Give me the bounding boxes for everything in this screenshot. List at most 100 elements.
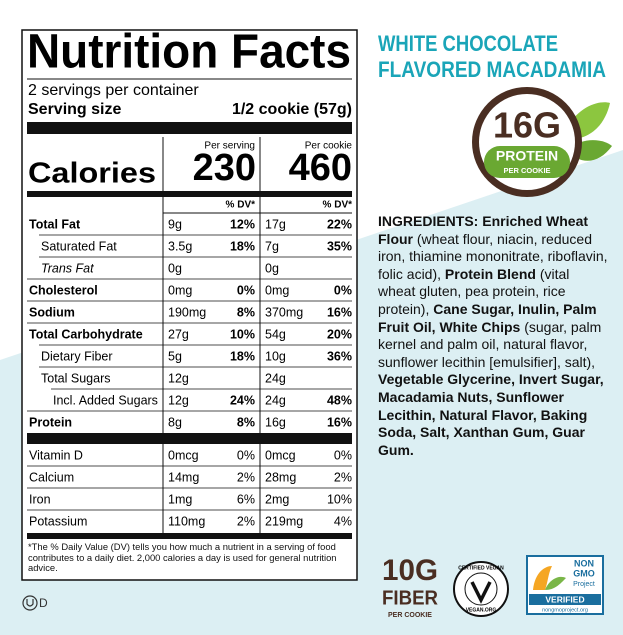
daily-value: 0% [334,448,352,462]
amount: 1mg [168,492,192,506]
vegan-badge [453,561,509,617]
nutrient-name: Total Sugars [41,371,110,385]
amount: 9g [168,217,182,231]
daily-value: 10% [230,327,255,341]
fiber-amount: 10G [382,554,438,587]
amount: 16g [265,415,286,429]
nutrient-name: Iron [29,492,51,506]
daily-value: 16% [327,305,352,319]
nutrient-name: Incl. Added Sugars [53,393,158,407]
amount: 8g [168,415,182,429]
nutrient-name: Cholesterol [29,283,98,297]
non-gmo-leaf [545,576,566,590]
amount: 7g [265,239,279,253]
daily-value: 16% [327,415,352,429]
daily-value: 20% [327,327,352,341]
non-gmo-verified: VERIFIED [545,594,584,604]
amount: 10g [265,349,286,363]
amount: 5g [168,349,182,363]
column-header: Per serving [204,141,255,152]
amount: 0mg [168,283,192,297]
vegan-top: CERTIFIED VEGAN [458,565,504,571]
daily-value: 6% [237,492,255,506]
fiber-sub: PER COOKIE [388,612,432,619]
amount: 219mg [265,514,303,528]
daily-value: 8% [237,415,255,429]
daily-value: 18% [230,239,255,253]
nutrient-rows: Total Fat 9g 12% 17g 22% Saturated Fat 3.5g 18%… [27,217,352,528]
ingredient-text: (sugar, palm kernel and palm oil, natura… [378,318,602,370]
vegan-bottom: VEGAN.ORG [466,607,497,613]
amount: 27g [168,327,189,341]
column-header: Per cookie [305,141,353,152]
daily-value: 18% [230,349,255,363]
daily-value: 10% [327,492,352,506]
dv-header: % DV* [323,200,353,211]
ingredient-text: Cane Sugar, Inulin, Palm Fruit Oil, Whit… [378,300,597,335]
amount: 28mg [265,470,296,484]
ingredient-text: INGREDIENTS: Enriched Wheat Flour [378,213,589,247]
nutrient-name: Total Carbohydrate [29,327,143,341]
nutrient-name: Saturated Fat [41,239,117,253]
serving-size: 1/2 cookie (57g) [232,101,352,118]
footnote: *The % Daily Value (DV) tells you how mu… [28,541,337,574]
calories-label: Calories [28,158,156,190]
protein-sub: PER COOKIE [503,166,550,175]
amount: 0g [265,261,279,275]
daily-value: 4% [334,514,352,528]
nutrient-name: Protein [29,415,72,429]
thick-bar [27,122,352,134]
fiber-label: FIBER [382,587,439,609]
daily-value: 24% [230,393,255,407]
non-gmo-title: GMO [573,568,595,578]
amount: 0mcg [168,448,199,462]
protein-label-bg [484,146,570,178]
daily-value: 2% [237,470,255,484]
amount: 0mg [265,283,289,297]
non-gmo-bar [529,594,601,605]
daily-value: 36% [327,349,352,363]
amount: 24g [265,393,286,407]
kosher-u [26,599,34,607]
serving-size-label: Serving size [28,101,121,118]
amount: 14mg [168,470,199,484]
amount: 17g [265,217,286,231]
daily-value: 0% [237,448,255,462]
non-gmo-butterfly [533,566,552,590]
medium-bar [27,191,352,197]
amount: 190mg [168,305,206,319]
ingredient-text: (wheat flour, niacin, reduced iron, thia… [378,230,608,282]
daily-value: 2% [334,470,352,484]
amount: 3.5g [168,239,192,253]
nutrient-name: Potassium [29,514,87,528]
nutrient-name: Total Fat [29,217,81,231]
amount: 110mg [168,514,205,528]
non-gmo-title: NON [574,558,594,568]
amount: 54g [265,327,286,341]
servings: 2 servings per container [28,82,199,99]
non-gmo-title: Project [573,581,595,588]
thick-bar [27,433,352,444]
non-gmo-url: nongmoproject.org [542,607,588,613]
daily-value: 0% [334,283,352,297]
medium-bar [27,533,352,539]
amount: 370mg [265,305,303,319]
vegan-ring [464,572,498,606]
calories-value: 460 [289,147,352,189]
nutrient-name: Dietary Fiber [41,349,113,363]
ingredient-text: Protein Blend [444,265,536,282]
ingredient-text: Vegetable Glycerine, Invert Sugar, Macad… [378,371,604,458]
daily-value: 12% [230,217,255,231]
daily-value: 8% [237,305,255,319]
kosher-mark: D [39,596,48,610]
product-name: FLAVORED MACADAMIA [378,57,606,82]
nutrient-name: Calcium [29,470,74,484]
amount: 0g [168,261,182,275]
daily-value: 22% [327,217,352,231]
daily-value: 48% [327,393,352,407]
dv-header: % DV* [226,200,256,211]
product-name: WHITE CHOCOLATE [378,31,558,56]
protein-label: PROTEIN [496,148,558,164]
